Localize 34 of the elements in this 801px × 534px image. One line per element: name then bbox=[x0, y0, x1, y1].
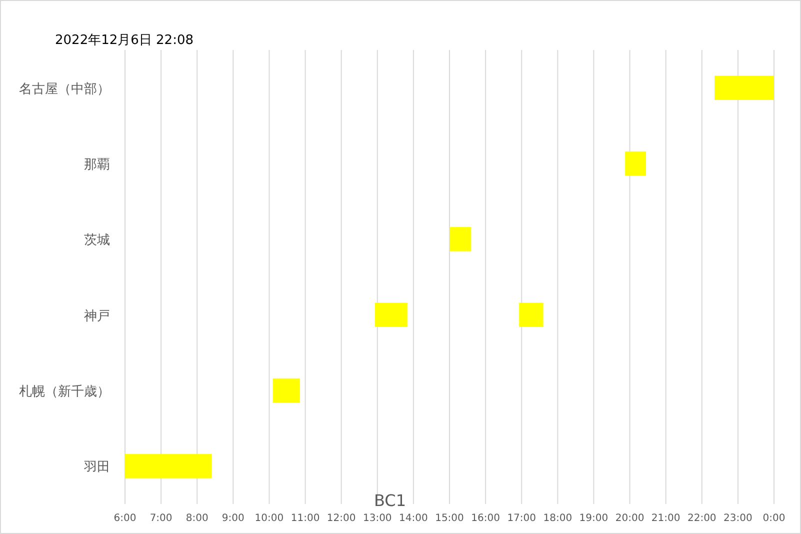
annotation: BC1 bbox=[374, 491, 406, 510]
y-tick-label: 羽田 bbox=[83, 460, 110, 476]
x-tick-label: 20:00 bbox=[615, 513, 644, 524]
x-tick-label: 15:00 bbox=[435, 513, 464, 524]
x-tick-label: 14:00 bbox=[399, 513, 428, 524]
bar bbox=[450, 227, 472, 252]
y-tick-label: 那覇 bbox=[84, 158, 110, 172]
bar bbox=[519, 302, 544, 327]
bar bbox=[714, 76, 774, 100]
x-tick-label: 18:00 bbox=[543, 513, 572, 524]
x-tick-label: 13:00 bbox=[362, 513, 392, 524]
y-tick-label: 札幌（新千歳） bbox=[19, 384, 110, 400]
bar bbox=[374, 302, 408, 327]
x-tick-label: 23:00 bbox=[724, 513, 752, 524]
x-tick-label: 17:00 bbox=[507, 513, 536, 524]
y-tick-label: 名古屋（中部） bbox=[19, 82, 110, 97]
x-tick-label: 7:00 bbox=[150, 513, 172, 524]
bar bbox=[625, 151, 646, 176]
x-tick-label: 12:00 bbox=[326, 513, 356, 524]
x-tick-label: 19:00 bbox=[579, 513, 608, 524]
x-tick-label: 11:00 bbox=[290, 513, 320, 524]
y-tick-label: 茨城 bbox=[84, 233, 110, 248]
bar bbox=[125, 454, 212, 478]
x-tick-label: 10:00 bbox=[254, 513, 284, 524]
x-tick-label: 0:00 bbox=[762, 513, 786, 524]
x-tick-label: 9:00 bbox=[222, 513, 244, 524]
x-tick-label: 6:00 bbox=[114, 513, 136, 524]
x-tick-label: 8:00 bbox=[186, 513, 208, 524]
x-tick-label: 21:00 bbox=[651, 513, 680, 524]
x-tick-label: 22:00 bbox=[687, 513, 716, 524]
x-tick-label: 16:00 bbox=[471, 513, 500, 524]
chart-title: 2022年12月6日 22:08 bbox=[55, 33, 194, 48]
y-tick-label: 神戸 bbox=[84, 308, 110, 324]
bar bbox=[272, 378, 300, 403]
